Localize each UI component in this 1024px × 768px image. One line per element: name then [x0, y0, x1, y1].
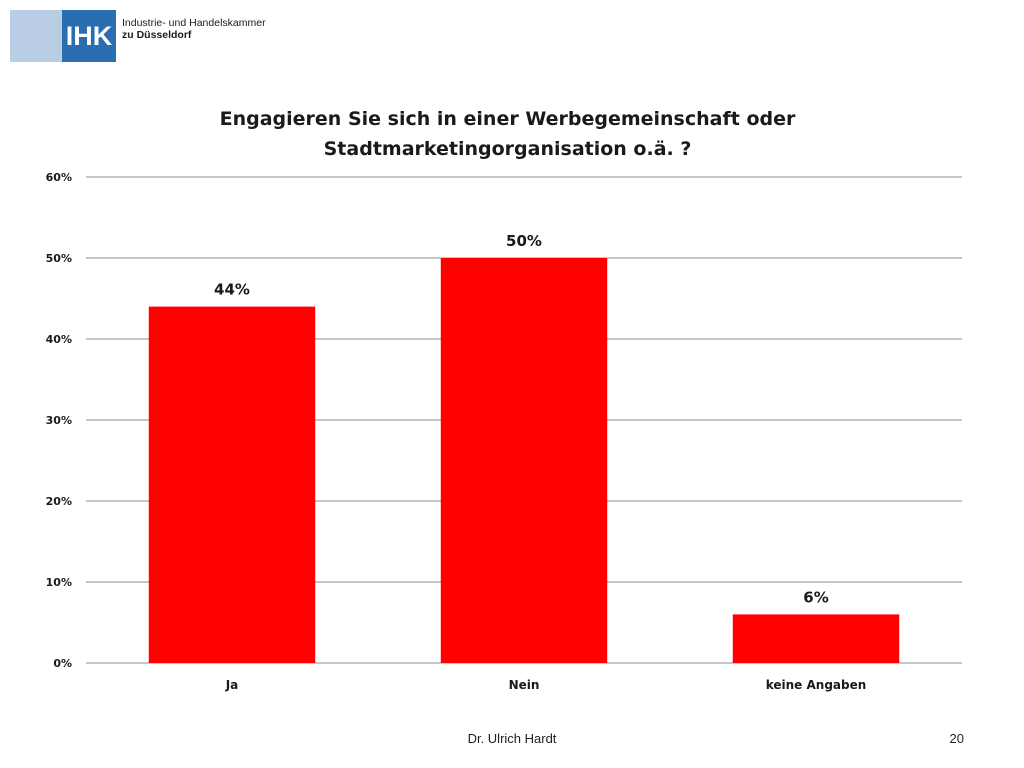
- footer-author: Dr. Ulrich Hardt: [467, 731, 557, 746]
- ihk-logo: IHK Industrie- und Handelskammer zu Düss…: [10, 10, 266, 62]
- x-tick-label: Nein: [509, 678, 540, 692]
- bar: [440, 258, 608, 663]
- chart-title-line-2: Stadtmarketingorganisation o.ä. ?: [323, 138, 692, 160]
- chart-title: Engagieren Sie sich in einer Werbegemein…: [150, 104, 865, 164]
- y-tick-label: 10%: [46, 576, 72, 589]
- logo-text: Industrie- und Handelskammer zu Düsseldo…: [116, 10, 266, 62]
- logo-light-block: [10, 10, 62, 62]
- y-tick-label: 20%: [46, 495, 72, 508]
- logo-line-2: zu Düsseldorf: [122, 29, 192, 41]
- bar: [148, 306, 316, 663]
- y-tick-label: 30%: [46, 414, 72, 427]
- data-label: 6%: [803, 588, 828, 606]
- data-label: 44%: [214, 281, 250, 299]
- chart-title-line-1: Engagieren Sie sich in einer Werbegemein…: [219, 108, 796, 130]
- page-number: 20: [949, 731, 964, 746]
- x-tick-label: Ja: [225, 678, 239, 692]
- logo-abbr: IHK: [62, 10, 116, 62]
- data-label: 50%: [506, 232, 542, 250]
- logo-line-1: Industrie- und Handelskammer: [122, 17, 266, 29]
- y-tick-label: 0%: [53, 657, 72, 670]
- y-tick-label: 40%: [46, 333, 72, 346]
- y-tick-label: 60%: [46, 171, 72, 184]
- bar: [732, 614, 900, 663]
- y-tick-label: 50%: [46, 252, 72, 265]
- x-tick-label: keine Angaben: [766, 678, 867, 692]
